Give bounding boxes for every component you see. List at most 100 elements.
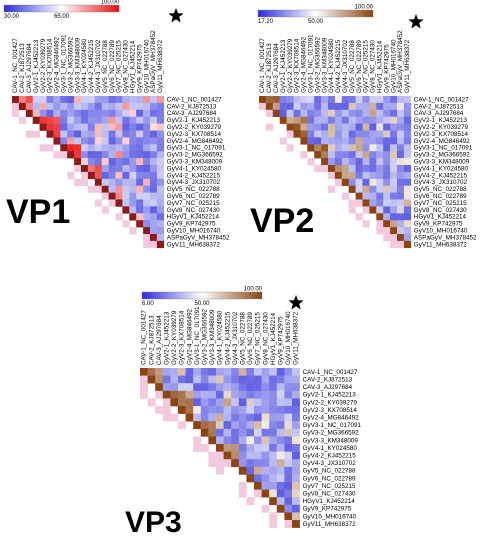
column-label: GyV2-1_KJ452213 bbox=[33, 39, 40, 93]
column-label: GyV2-2_KY039279 bbox=[40, 38, 47, 93]
row-label: GyV3-2_MG366592 bbox=[303, 430, 360, 437]
row-label: HGyV1_KJ452214 bbox=[414, 214, 467, 221]
row-label: GyV8_NC_027430 bbox=[414, 207, 467, 214]
column-label: GyV10_MH016740 bbox=[390, 39, 397, 93]
row-label: GyV8_NC_027430 bbox=[303, 491, 356, 498]
vp3-panel: 6.00 50.00 100.00 CAV-1_NC_001427 CAV-2_KJ87… bbox=[0, 278, 495, 550]
column-label: GyV11_MH638372 bbox=[293, 311, 300, 365]
column-label: GyV3-2_MG366592 bbox=[202, 308, 209, 365]
row-label: GyV4-3_JX310702 bbox=[414, 179, 468, 186]
row-label: GyV11_MH638372 bbox=[414, 241, 468, 248]
column-label: GyV2-2_KY039279 bbox=[287, 38, 294, 93]
row-label: GyV3-3_KM348009 bbox=[303, 437, 359, 444]
vp2-color-scale bbox=[257, 9, 374, 18]
column-label: CAV-1_NC_001427 bbox=[141, 310, 148, 365]
row-label: GyV3-3_KM348009 bbox=[414, 158, 470, 165]
column-label: GyV6_NC_022789 bbox=[247, 312, 254, 365]
row-label: CAV-1_NC_001427 bbox=[167, 96, 222, 103]
vp3-title: VP3 bbox=[125, 506, 182, 539]
column-label: GyV2-4_MG846492 bbox=[186, 308, 193, 365]
row-label: GyV7_NC_025215 bbox=[167, 200, 220, 207]
column-label: GyV5_NC_022788 bbox=[102, 40, 109, 93]
column-label: GyV10_MH016740 bbox=[285, 311, 292, 365]
row-label: ASPaGyV_MH378452 bbox=[414, 234, 477, 241]
vp2-star-icon bbox=[408, 14, 424, 29]
vp2-scale-mid: 50.00 bbox=[308, 19, 324, 25]
row-label: GyV4-1_KY024580 bbox=[414, 165, 469, 172]
row-label: CAV-1_NC_001427 bbox=[414, 96, 469, 103]
column-label: GyV11_MH638372 bbox=[157, 39, 164, 93]
column-label: GyV4-2_KJ452215 bbox=[335, 39, 342, 93]
row-label: GyV5_NC_022788 bbox=[167, 186, 220, 193]
vp1-title: VP1 bbox=[6, 193, 71, 231]
row-label: CAV-3_AJ297684 bbox=[167, 110, 217, 117]
row-label: GyV11_MH638372 bbox=[303, 521, 357, 528]
column-label: GyV6_NC_022789 bbox=[109, 40, 116, 93]
column-label: GyV9_KP742975 bbox=[383, 44, 390, 93]
column-label: GyV2-4_MG846492 bbox=[301, 36, 308, 93]
row-label: GyV2-2_KY039279 bbox=[303, 399, 358, 406]
vp1-color-scale bbox=[3, 4, 120, 13]
column-label: GyV3-2_MG366592 bbox=[314, 36, 321, 93]
column-label: GyV6_NC_022789 bbox=[356, 40, 363, 93]
row-label: GyV5_NC_022788 bbox=[303, 468, 356, 475]
column-label: GyV10_MH016740 bbox=[143, 39, 150, 93]
column-label: GyV11_MH638372 bbox=[404, 39, 411, 93]
column-label: GyV9_KP742975 bbox=[278, 316, 285, 365]
column-label: GyV5_NC_022788 bbox=[240, 312, 247, 365]
column-label: GyV8_NC_027430 bbox=[370, 40, 377, 93]
column-label: GyV3-1_NC_017091 bbox=[60, 34, 67, 93]
column-label: GyV2-1_KJ452213 bbox=[280, 39, 287, 93]
row-label: GyV6_NC_022789 bbox=[303, 475, 356, 482]
column-label: HGyV1_KJ452214 bbox=[376, 40, 383, 93]
row-label: GyV2-3_KX708514 bbox=[167, 131, 222, 138]
vp2-panel: 17.20 50.00 100.00 CAV-1_NC_001427 CAV-2_KJ8… bbox=[250, 0, 495, 272]
column-label: CAV-1_NC_001427 bbox=[259, 38, 266, 93]
vp1-matrix bbox=[12, 96, 165, 249]
vp3-color-scale bbox=[141, 291, 263, 300]
row-label: GyV9_KP742975 bbox=[167, 221, 216, 228]
column-label: CAV-1_NC_001427 bbox=[12, 38, 19, 93]
row-label: CAV-2_KJ872513 bbox=[303, 377, 353, 384]
row-label: GyV3-1_NC_017091 bbox=[303, 422, 362, 429]
vp3-matrix bbox=[140, 368, 300, 528]
column-label: GyV3-3_KM348009 bbox=[209, 309, 216, 365]
row-label: GyV4-1_KY024580 bbox=[303, 445, 358, 452]
row-label: GyV2-4_MG846492 bbox=[414, 138, 471, 145]
row-label: GyV2-3_KX708514 bbox=[303, 407, 358, 414]
column-label: GyV4-1_KY024580 bbox=[81, 38, 88, 93]
vp1-scale-mid: 65.00 bbox=[54, 14, 70, 20]
row-label: GyV2-1_KJ452213 bbox=[167, 117, 221, 124]
column-label: GyV3-2_MG366592 bbox=[67, 36, 74, 93]
row-label: GyV7_NC_025215 bbox=[303, 483, 356, 490]
column-label: CAV-3_AJ297684 bbox=[26, 43, 33, 93]
row-label: ASPaGyV_MH378452 bbox=[167, 234, 230, 241]
column-label: CAV-3_AJ297684 bbox=[156, 315, 163, 365]
column-label: CAV-3_AJ297684 bbox=[273, 43, 280, 93]
vp1-scale-max: 100.00 bbox=[101, 0, 120, 6]
column-label: GyV2-3_KX708514 bbox=[294, 38, 301, 93]
column-label: GyV9_KP742975 bbox=[136, 44, 143, 93]
column-label: ASPaGyV_MH378452 bbox=[397, 30, 404, 93]
column-label: GyV4-1_KY024580 bbox=[217, 310, 224, 365]
row-label: GyV6_NC_022789 bbox=[167, 193, 220, 200]
column-label: GyV2-4_MG846492 bbox=[54, 36, 61, 93]
vp2-matrix bbox=[259, 96, 412, 249]
column-label: GyV3-3_KM348009 bbox=[74, 37, 81, 93]
row-label: GyV4-2_KJ452215 bbox=[303, 453, 357, 460]
row-label: GyV4-2_KJ452215 bbox=[414, 172, 468, 179]
row-label: GyV4-2_KJ452215 bbox=[167, 172, 221, 179]
row-label: GyV4-1_KY024580 bbox=[167, 165, 222, 172]
vp3-scale-mid: 50.00 bbox=[194, 301, 210, 307]
column-label: GyV2-3_KX708514 bbox=[179, 310, 186, 365]
vp2-title: VP2 bbox=[250, 202, 315, 240]
column-label: GyV8_NC_027430 bbox=[262, 312, 269, 365]
column-label: GyV7_NC_025215 bbox=[255, 312, 262, 365]
row-label: GyV2-4_MG846492 bbox=[167, 138, 224, 145]
vp3-scale-min: 6.00 bbox=[142, 301, 154, 307]
column-label: GyV4-3_JX310702 bbox=[95, 39, 102, 93]
vp2-scale-min: 17.20 bbox=[258, 19, 274, 25]
row-label: GyV3-1_NC_017091 bbox=[414, 145, 473, 152]
